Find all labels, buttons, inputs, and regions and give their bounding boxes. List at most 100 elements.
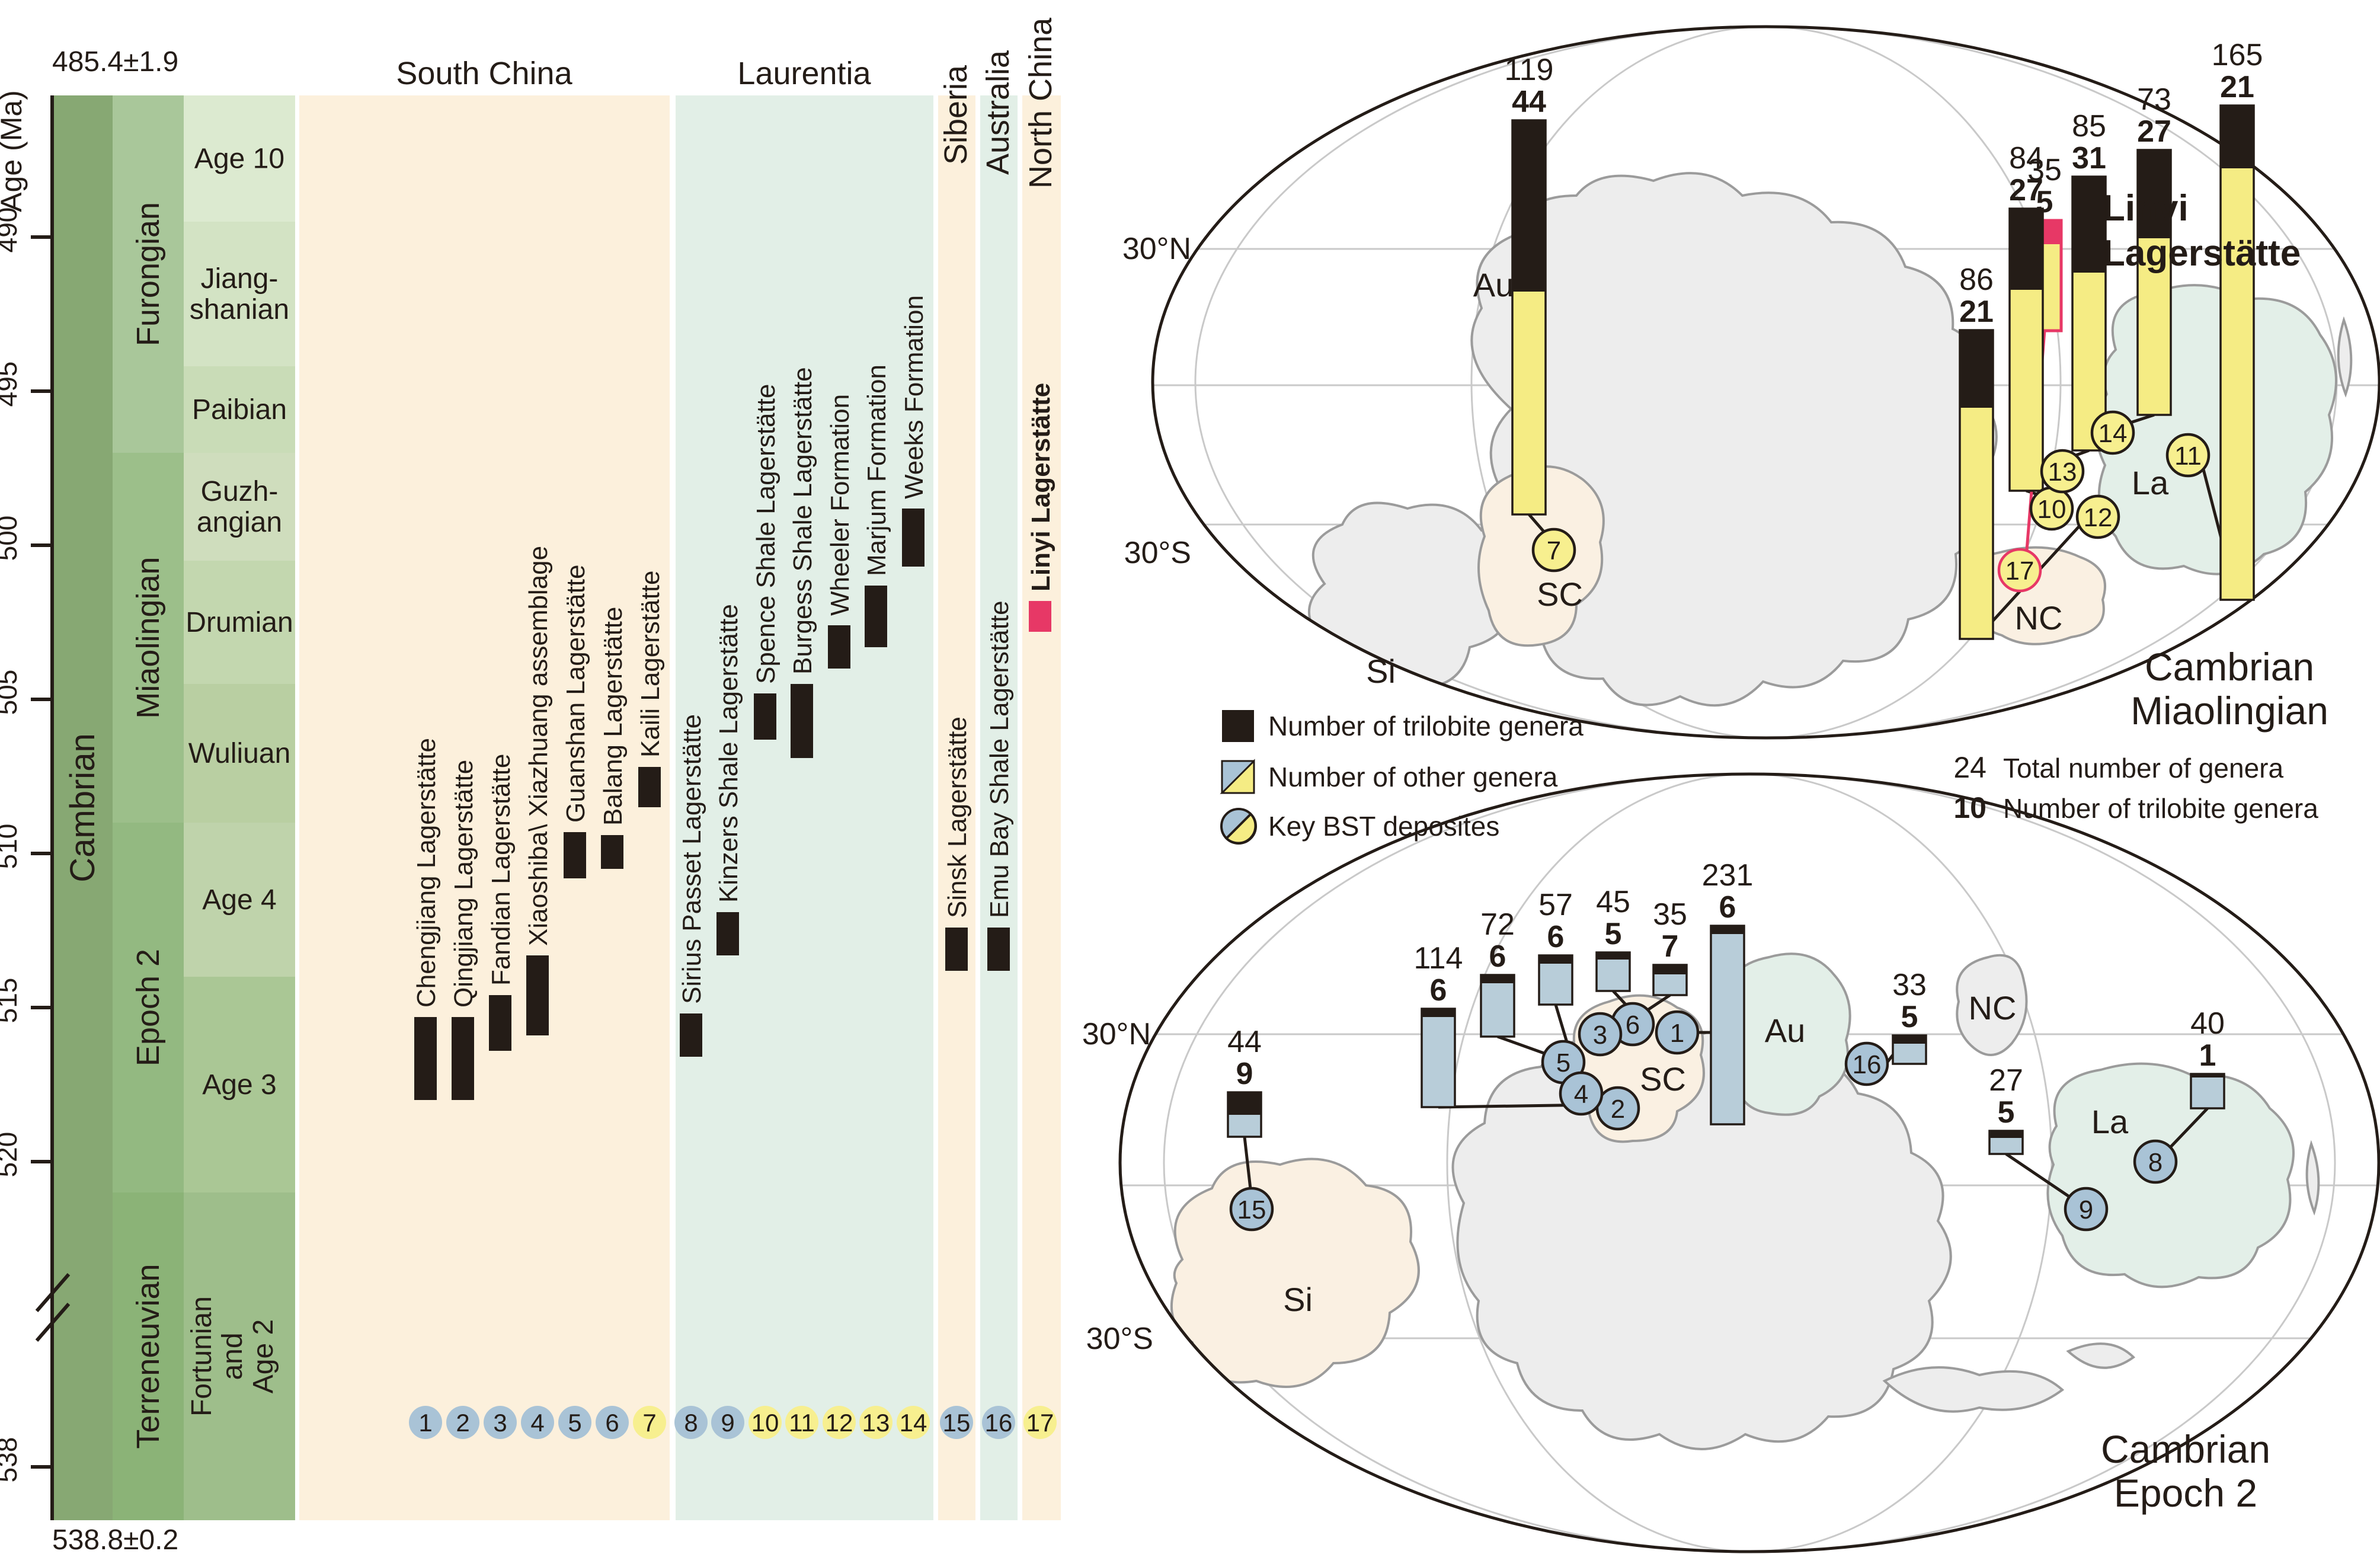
map-bar-total-4: 57: [1538, 888, 1573, 922]
age-label-2: Paibian: [192, 394, 287, 426]
axis-break: [35, 1273, 71, 1312]
axis-tick-label: 515: [0, 978, 23, 1024]
site-number-circle-16: [982, 1406, 1015, 1439]
map-top-label-sc: SC: [1537, 575, 1583, 613]
axis-tick-label: 538: [0, 1437, 23, 1483]
map-bar-trilobites-9: 5: [1998, 1095, 2015, 1130]
age-block-4: [184, 561, 295, 684]
map-circle-number-6: 6: [1626, 1011, 1640, 1040]
map-bottom-label-nc: NC: [1969, 989, 2017, 1027]
site-number-16: 16: [985, 1409, 1013, 1437]
site-label-1: Chengjiang Lagerstätte: [412, 738, 441, 1008]
map-bar-total-11: 165: [2212, 38, 2263, 72]
site-number-1: 1: [418, 1409, 432, 1437]
map-bar-trilobites-6: 5: [1605, 917, 1622, 951]
site-number-2: 2: [456, 1409, 469, 1437]
site-bar-8: [680, 1013, 702, 1057]
map-bar-trilobite-15: [1228, 1092, 1261, 1115]
site-label-12: Wheeler Formation: [826, 394, 855, 616]
site-label-10: Spence Shale Lagerstätte: [751, 384, 780, 684]
site-number-circle-5: [558, 1406, 591, 1439]
site-number-12: 12: [826, 1409, 853, 1437]
site-bar-5: [564, 832, 586, 878]
axis-tick-label: 505: [0, 670, 23, 715]
site-label-2: Qingjiang Lagerstätte: [449, 760, 478, 1008]
map-top-graticule: [1153, 27, 2379, 738]
connector-line: [2005, 1152, 2073, 1200]
site-number-9: 9: [721, 1409, 734, 1437]
axis-break: [35, 1303, 71, 1342]
epoch-block-1: [113, 453, 184, 823]
site-number-circle-3: [484, 1406, 517, 1439]
map-circle-number-17: 17: [2005, 557, 2034, 586]
map-bar-total-9: 27: [1989, 1063, 2023, 1098]
map-bar-trilobites-4: 6: [1547, 920, 1565, 954]
map-bar-trilobites-3: 7: [1662, 929, 1679, 964]
map-epoch2: 30°N 30°S Si SC Au NC La 449151146272655…: [1082, 772, 2380, 1553]
map-bar-total-7: 119: [1505, 53, 1554, 87]
map-top-lat-n: 30°N: [1122, 232, 1191, 266]
region-panels: [299, 95, 1061, 1520]
map-bar-trilobite-4: [1539, 955, 1572, 964]
map-miaolingian: 30°N 30°S Si Au SC NC La 119447355178621…: [1122, 25, 2380, 740]
site-bar-6: [601, 835, 623, 869]
map-bar-total-17: 35: [2027, 153, 2062, 187]
epoch-label-3: Terreneuvian: [130, 1264, 166, 1449]
site-label-5: Guanshan Lagerstätte: [561, 565, 590, 823]
site-bar-11: [791, 684, 813, 758]
panel-siberia: [938, 95, 975, 1520]
map-circle-8: [2133, 1139, 2178, 1184]
age-block-5: [184, 684, 295, 823]
map-top-title-line2: Miaolingian: [2131, 689, 2328, 733]
axis-title: Age (Ma): [0, 90, 28, 212]
site-label-6: Balang Lagerstätte: [599, 607, 628, 826]
site-bar-13: [865, 586, 887, 647]
axis-tick-label: 500: [0, 516, 23, 561]
map-bottom-label-la: La: [2091, 1103, 2129, 1140]
site-number-5: 5: [568, 1409, 581, 1437]
site-label-9: Kinzers Shale Lagerstätte: [714, 604, 743, 903]
map-bar-total-6: 45: [1596, 885, 1630, 919]
axis-tick-label: 510: [0, 824, 23, 869]
map-bar-trilobites-11: 21: [2220, 70, 2254, 104]
map-bottom-lat-n: 30°N: [1082, 1017, 1151, 1051]
islands-bottom-1: [1882, 1366, 2065, 1413]
site-number-3: 3: [493, 1409, 507, 1437]
epoch-block-0: [113, 95, 184, 453]
connector-line: [1243, 1136, 1252, 1190]
map-bar-trilobites-1: 6: [1719, 890, 1736, 925]
map-circle-3: [1578, 1012, 1623, 1057]
site-label-11: Burgess Shale Lagerstätte: [788, 367, 817, 674]
site-bar-4: [526, 955, 549, 1035]
map-circle-number-4: 4: [1574, 1080, 1588, 1109]
header-south-china: South China: [396, 56, 572, 91]
site-number-circle-10: [748, 1406, 782, 1439]
map-circle-13: [2040, 449, 2085, 494]
site-bar-10: [754, 693, 776, 740]
site-bar-9: [716, 912, 739, 955]
map-circle-17: [1997, 548, 2042, 593]
site-number-circle-13: [859, 1406, 892, 1439]
panel-australia: [980, 95, 1018, 1520]
header-australia: Australia: [980, 50, 1016, 175]
map-top-label-au: Au: [1473, 266, 1514, 303]
site-bar-2: [452, 1017, 474, 1100]
period-label: Cambrian: [63, 733, 102, 882]
islet-top: [2337, 316, 2353, 398]
site-number-circle-9: [711, 1406, 744, 1439]
map-bar-total-14: 73: [2137, 82, 2171, 117]
epoch-label-1: Miaolingian: [130, 557, 166, 718]
map-bar-8: [2190, 1073, 2225, 1109]
axis-top-boundary: 485.4±1.9: [52, 46, 178, 78]
age-label-6: Age 4: [202, 884, 276, 916]
map-bar-1: [1710, 925, 1745, 1125]
map-bottom-title-line2: Epoch 2: [2114, 1471, 2257, 1515]
legend-label-trilobite: Number of trilobite genera: [1268, 711, 1584, 741]
map-bar-total-10: 84: [2009, 141, 2043, 175]
age-label-1: Jiang-shanian: [190, 263, 289, 325]
map-bar-total-5: 72: [1480, 907, 1515, 942]
site-number-circle-7: [633, 1406, 666, 1439]
legend-annotation-tril-label: Number of trilobite genera: [2003, 793, 2318, 824]
map-circle-number-8: 8: [2148, 1148, 2163, 1177]
